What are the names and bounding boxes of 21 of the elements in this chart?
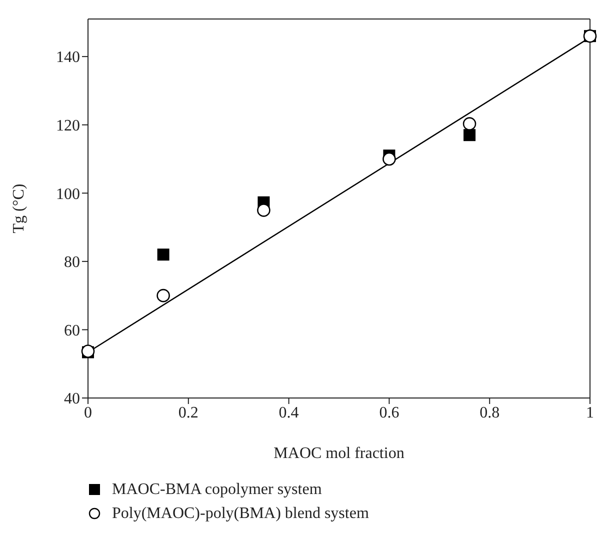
x-tick-label: 0	[84, 404, 92, 422]
x-tick-label: 0.4	[278, 404, 299, 422]
y-tick-label: 120	[56, 118, 80, 135]
x-tick-label: 0.8	[480, 404, 500, 422]
x-tick-label: 1	[586, 404, 594, 422]
point	[382, 152, 396, 166]
point	[156, 288, 170, 302]
y-tick-label: 80	[64, 254, 80, 272]
x-axis-title: MAOC mol fraction	[274, 445, 404, 462]
y-tick-label: 40	[64, 390, 80, 408]
legend-label: MAOC-BMA copolymer system	[112, 481, 322, 499]
x-tick-label: 0.6	[379, 404, 400, 422]
y-tick-label: 100	[56, 186, 80, 203]
legend-label: Poly(MAOC)-poly(BMA) blend system	[112, 505, 369, 523]
point	[257, 204, 270, 217]
point	[464, 129, 476, 142]
point	[157, 248, 170, 261]
x-tick-label: 0.2	[178, 404, 198, 422]
y-axis-title: Tg (°C)	[10, 184, 28, 234]
y-tick-label: 140	[56, 49, 80, 66]
y-tick-label: 60	[64, 322, 80, 340]
